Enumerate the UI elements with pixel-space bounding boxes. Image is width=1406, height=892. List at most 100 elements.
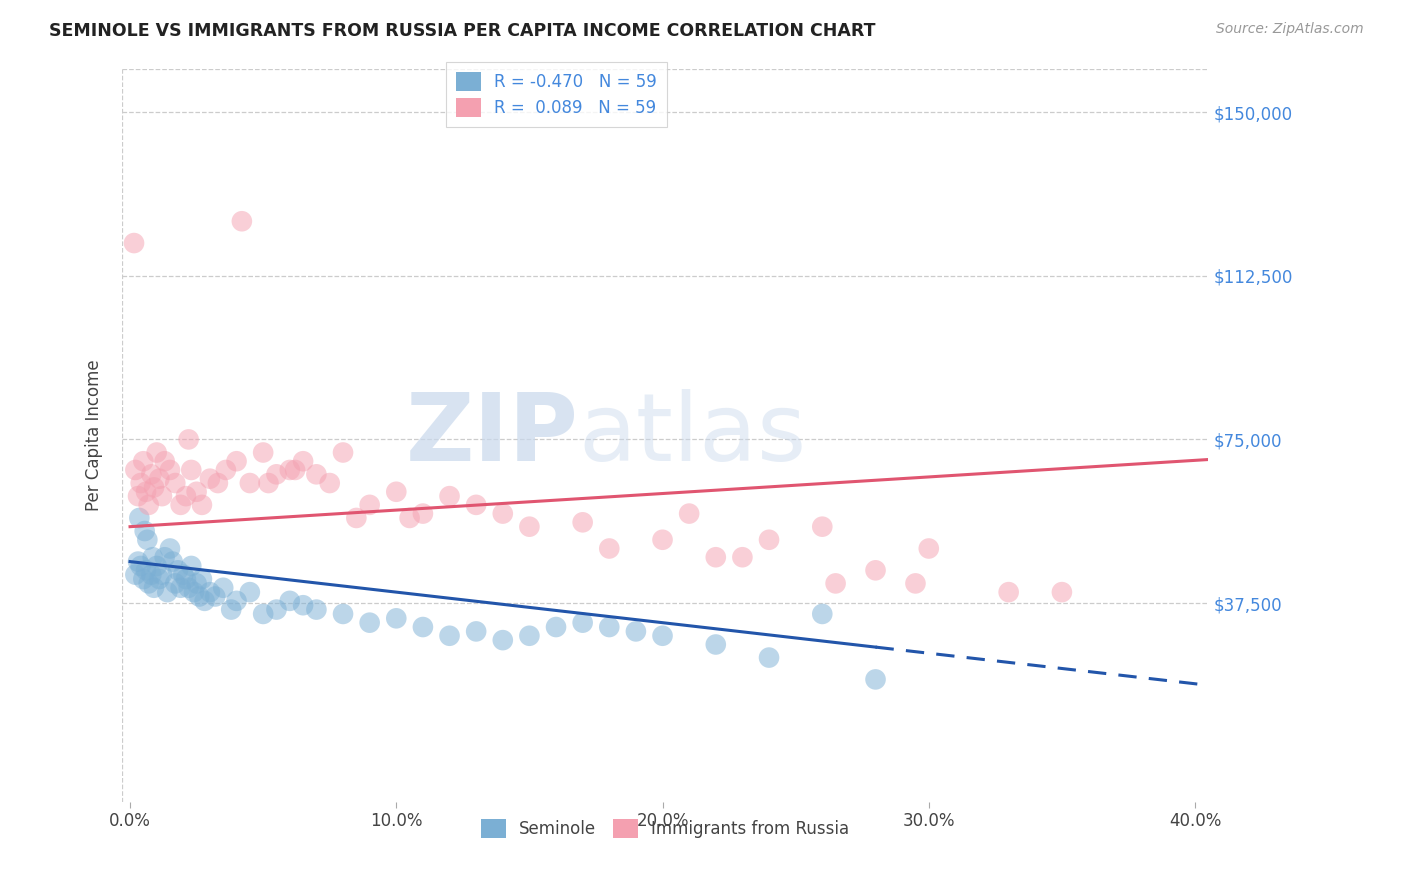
Point	[598, 620, 620, 634]
Point	[439, 489, 461, 503]
Point	[997, 585, 1019, 599]
Point	[811, 607, 834, 621]
Text: Source: ZipAtlas.com: Source: ZipAtlas.com	[1216, 22, 1364, 37]
Point	[167, 563, 190, 577]
Point	[132, 572, 155, 586]
Point	[138, 498, 160, 512]
Point	[918, 541, 941, 556]
Point	[198, 472, 221, 486]
Text: atlas: atlas	[578, 389, 807, 481]
Point	[439, 629, 461, 643]
Point	[191, 498, 214, 512]
Point	[465, 624, 488, 639]
Point	[266, 467, 288, 482]
Point	[165, 476, 187, 491]
Point	[143, 581, 166, 595]
Point	[134, 524, 156, 538]
Point	[225, 454, 247, 468]
Text: SEMINOLE VS IMMIGRANTS FROM RUSSIA PER CAPITA INCOME CORRELATION CHART: SEMINOLE VS IMMIGRANTS FROM RUSSIA PER C…	[49, 22, 876, 40]
Point	[219, 602, 242, 616]
Point	[177, 433, 200, 447]
Point	[412, 620, 434, 634]
Point	[904, 576, 927, 591]
Text: ZIP: ZIP	[405, 389, 578, 481]
Point	[153, 454, 176, 468]
Point	[180, 558, 202, 573]
Point	[305, 467, 328, 482]
Point	[731, 550, 754, 565]
Point	[127, 555, 149, 569]
Point	[148, 572, 170, 586]
Point	[132, 454, 155, 468]
Point	[212, 581, 235, 595]
Point	[142, 550, 165, 565]
Point	[292, 454, 315, 468]
Point	[239, 476, 262, 491]
Point	[141, 467, 163, 482]
Point	[122, 235, 145, 250]
Point	[412, 507, 434, 521]
Point	[215, 463, 238, 477]
Point	[145, 445, 167, 459]
Point	[284, 463, 307, 477]
Point	[359, 498, 381, 512]
Point	[231, 214, 253, 228]
Point	[1050, 585, 1073, 599]
Point	[129, 476, 152, 491]
Point	[188, 590, 211, 604]
Point	[136, 533, 159, 547]
Point	[598, 541, 620, 556]
Point	[138, 576, 160, 591]
Point	[141, 567, 163, 582]
Point	[544, 620, 567, 634]
Point	[127, 489, 149, 503]
Point	[128, 511, 150, 525]
Point	[678, 507, 700, 521]
Point	[191, 572, 214, 586]
Point	[704, 638, 727, 652]
Point	[492, 507, 515, 521]
Point	[824, 576, 846, 591]
Point	[183, 585, 205, 599]
Point	[156, 585, 179, 599]
Point	[177, 581, 200, 595]
Point	[153, 550, 176, 565]
Point	[257, 476, 280, 491]
Point	[385, 611, 408, 625]
Point	[571, 516, 593, 530]
Point	[385, 484, 408, 499]
Point	[174, 489, 197, 503]
Point	[519, 519, 541, 533]
Point	[225, 594, 247, 608]
Point	[169, 498, 191, 512]
Point	[186, 576, 208, 591]
Point	[492, 633, 515, 648]
Point	[252, 445, 274, 459]
Point	[624, 624, 647, 639]
Legend: Seminole, Immigrants from Russia: Seminole, Immigrants from Russia	[474, 812, 856, 845]
Point	[150, 489, 173, 503]
Point	[165, 576, 187, 591]
Point	[239, 585, 262, 599]
Point	[180, 463, 202, 477]
Point	[704, 550, 727, 565]
Point	[204, 590, 226, 604]
Point	[278, 594, 301, 608]
Point	[865, 563, 887, 577]
Point	[332, 445, 354, 459]
Y-axis label: Per Capita Income: Per Capita Income	[86, 359, 103, 511]
Point	[252, 607, 274, 621]
Point	[465, 498, 488, 512]
Point	[159, 541, 181, 556]
Point	[148, 472, 170, 486]
Point	[651, 533, 673, 547]
Point	[186, 484, 208, 499]
Point	[129, 558, 152, 573]
Point	[359, 615, 381, 630]
Point	[159, 463, 181, 477]
Point	[150, 567, 173, 582]
Point	[758, 650, 780, 665]
Point	[143, 480, 166, 494]
Point	[332, 607, 354, 621]
Point	[124, 567, 146, 582]
